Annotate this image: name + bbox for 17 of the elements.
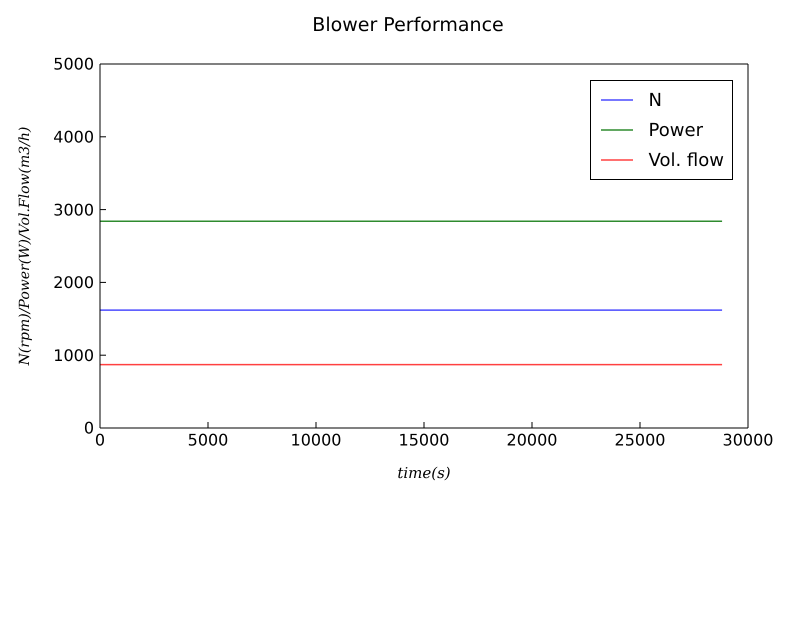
x-tick-label: 5000 [188,430,228,450]
x-tick-label: 15000 [398,430,450,450]
chart-title: Blower Performance [311,14,505,36]
y-axis-title: N(rpm)/Power(W)/Vol.Flow(m3/h) [16,126,33,366]
y-tick-label: 4000 [53,127,94,146]
y-tick-label: 2000 [53,273,94,292]
y-tick-label: 1000 [53,346,94,365]
legend-label: Power [648,120,703,140]
y-tick-label: 5000 [53,54,94,74]
x-tick-label: 30000 [722,430,774,450]
y-tick-label: 3000 [53,200,94,220]
x-tick-label: 25000 [614,430,666,450]
legend-label: Vol. flow [648,150,724,170]
legend-label: N [648,90,662,110]
x-tick-label: 20000 [506,430,558,450]
x-axis-title: time(s) [397,464,451,482]
x-tick-label: 10000 [290,430,342,450]
